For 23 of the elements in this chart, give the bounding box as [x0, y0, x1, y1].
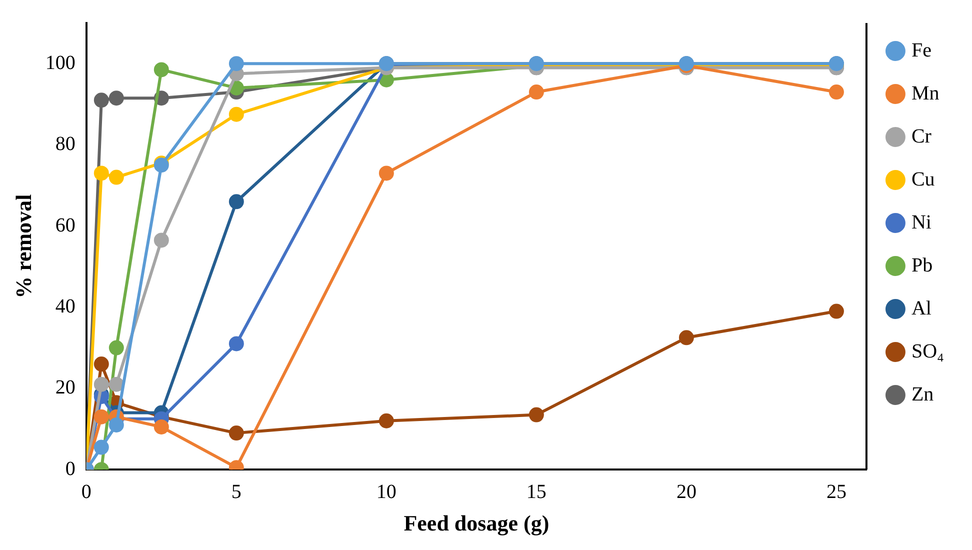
- y-tick-label: 0: [65, 458, 76, 480]
- y-axis-title: % removal: [10, 194, 36, 298]
- x-tick-label: 25: [826, 480, 846, 503]
- y-tick-label: 20: [55, 376, 76, 399]
- y-tick-label: 80: [55, 133, 76, 156]
- x-tick-label: 15: [526, 480, 546, 503]
- legend-label: Fe: [911, 39, 932, 62]
- y-tick-label: 40: [55, 295, 76, 318]
- legend-label: Cu: [911, 168, 935, 190]
- legend-label: Ni: [911, 211, 932, 234]
- legend-label: Mn: [911, 82, 940, 104]
- legend-label: Zn: [911, 383, 934, 406]
- legend-label: SO₄: [911, 340, 944, 362]
- y-tick-label: 100: [45, 52, 76, 74]
- legend-label: Al: [911, 297, 932, 320]
- legend-label: Cr: [911, 125, 932, 148]
- x-tick-label: 20: [676, 480, 696, 503]
- x-axis-title: Feed dosage (g): [404, 510, 550, 536]
- legend-label: Pb: [911, 254, 933, 276]
- y-tick-label: 60: [55, 214, 76, 236]
- x-tick-label: 5: [231, 480, 242, 503]
- x-tick-label: 10: [376, 480, 396, 503]
- x-tick-label: 0: [81, 480, 92, 503]
